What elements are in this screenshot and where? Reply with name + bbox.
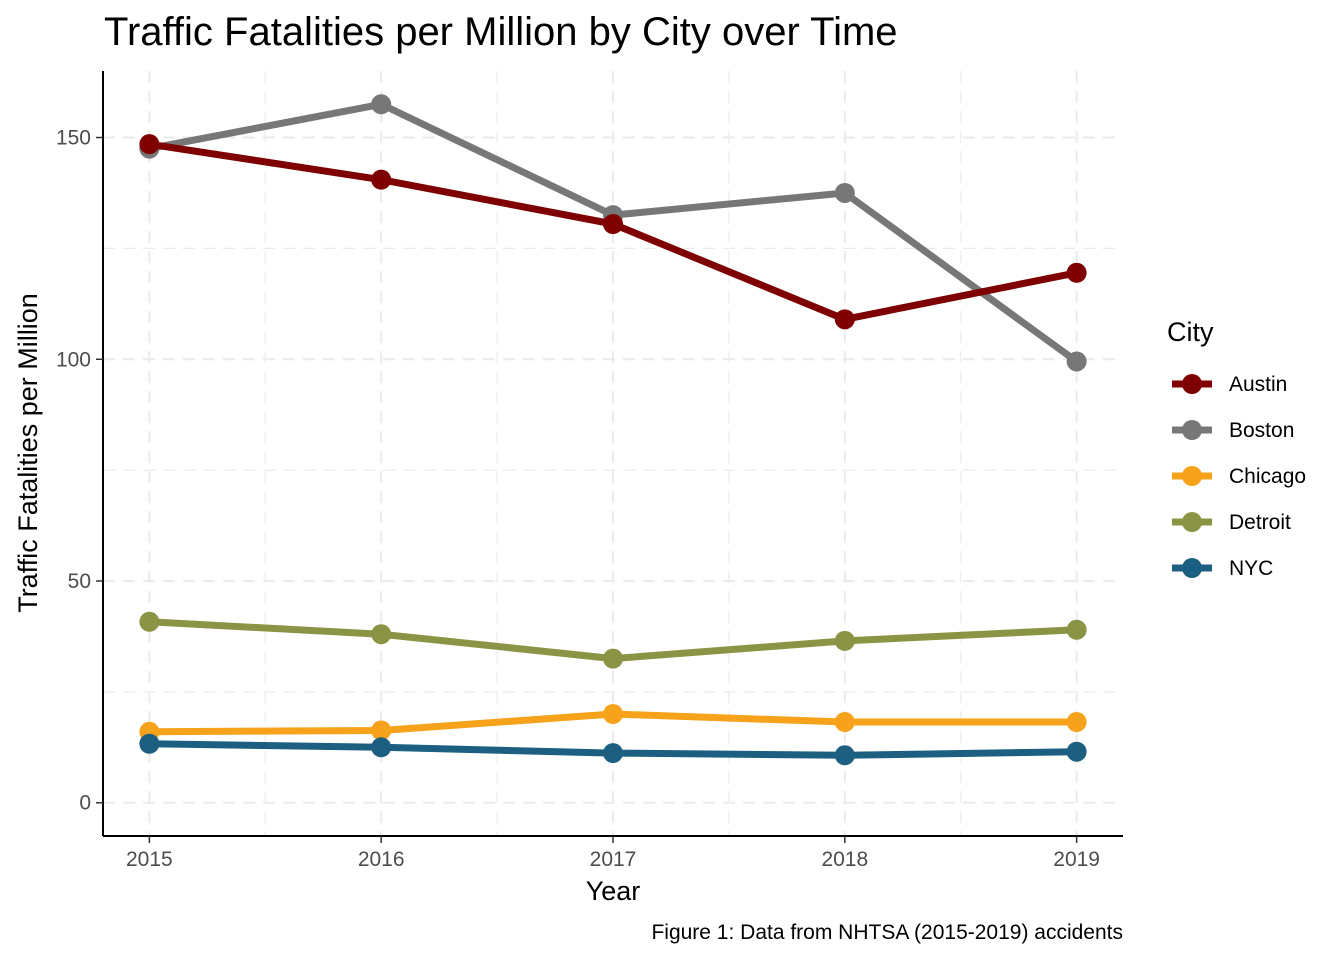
series-nyc: [139, 733, 1087, 766]
y-tick-label: 150: [56, 127, 91, 150]
legend-item-austin: Austin: [1172, 373, 1287, 396]
data-point-detroit-2016: [371, 624, 392, 645]
data-point-nyc-2017: [603, 743, 623, 764]
series-detroit: [139, 611, 1087, 669]
data-point-nyc-2015: [139, 733, 160, 754]
x-axis-ticks: 2015 2016 2017 2018 2019: [126, 836, 1100, 871]
legend-title: City: [1167, 317, 1214, 347]
series-chicago: [139, 704, 1087, 742]
x-tick-label: 2018: [821, 848, 868, 871]
legend-key-point: [1182, 466, 1202, 486]
data-point-boston-2019: [1066, 351, 1087, 372]
y-tick-label: 0: [79, 792, 91, 815]
data-point-boston-2018: [834, 182, 855, 203]
data-point-austin-2019: [1066, 262, 1087, 283]
legend-key-point: [1182, 420, 1202, 440]
data-point-detroit-2017: [603, 648, 623, 669]
legend-key-point: [1182, 374, 1202, 394]
x-tick-label: 2015: [126, 848, 173, 871]
legend-item-nyc: NYC: [1172, 557, 1273, 580]
x-tick-label: 2017: [590, 848, 637, 871]
data-point-chicago-2018: [834, 712, 855, 733]
x-tick-label: 2019: [1053, 848, 1100, 871]
data-point-austin-2017: [603, 214, 623, 234]
y-axis-title: Traffic Fatalities per Million: [13, 293, 43, 613]
legend-key-point: [1182, 558, 1202, 578]
series-austin: [139, 134, 1087, 330]
y-tick-label: 50: [68, 570, 91, 593]
data-point-detroit-2019: [1066, 619, 1087, 640]
data-point-detroit-2015: [139, 611, 160, 632]
series-layer: [139, 94, 1087, 766]
data-point-chicago-2019: [1066, 712, 1087, 733]
legend-item-chicago: Chicago: [1172, 465, 1306, 488]
legend-label: Detroit: [1229, 511, 1291, 534]
data-point-detroit-2018: [834, 630, 855, 651]
data-point-nyc-2019: [1066, 741, 1087, 762]
data-point-austin-2015: [139, 134, 160, 155]
y-tick-label: 100: [56, 348, 91, 371]
data-point-nyc-2016: [371, 737, 392, 758]
legend: City Austin Boston Chicago Detroit NYC: [1167, 317, 1306, 580]
x-axis-title: Year: [586, 876, 641, 906]
x-tick-label: 2016: [358, 848, 405, 871]
legend-label: Austin: [1229, 373, 1287, 396]
legend-item-detroit: Detroit: [1172, 511, 1291, 534]
legend-label: Chicago: [1229, 465, 1306, 488]
legend-item-boston: Boston: [1172, 419, 1294, 442]
legend-key-point: [1182, 512, 1202, 532]
data-point-chicago-2017: [603, 704, 623, 725]
chart-title: Traffic Fatalities per Million by City o…: [104, 10, 898, 54]
data-point-nyc-2018: [834, 745, 855, 766]
data-point-austin-2016: [371, 169, 392, 190]
data-point-boston-2016: [371, 94, 392, 115]
chart-caption: Figure 1: Data from NHTSA (2015-2019) ac…: [651, 921, 1123, 944]
y-axis-ticks: 0 50 100 150: [56, 127, 103, 815]
legend-label: NYC: [1229, 557, 1273, 580]
data-point-chicago-2016: [371, 720, 392, 741]
data-point-austin-2018: [834, 309, 855, 330]
legend-label: Boston: [1229, 419, 1294, 442]
